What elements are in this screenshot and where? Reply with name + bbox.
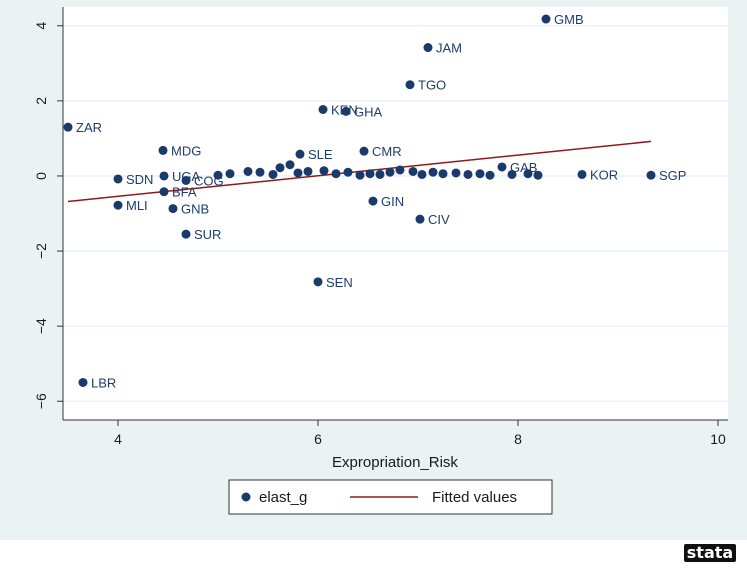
point-label-gin: GIN [381, 194, 404, 209]
point-label-bfa: BFA [172, 185, 197, 200]
point-label-kor: KOR [590, 167, 618, 182]
point-label-cmr: CMR [372, 144, 402, 159]
point-39 [395, 165, 405, 175]
stata-logo: stata [684, 543, 736, 562]
point-gha [341, 106, 351, 116]
point-gin [368, 196, 378, 206]
x-tick-label-1: 6 [314, 431, 322, 447]
plot-area [63, 7, 728, 420]
point-35 [355, 170, 365, 180]
legend-marker-elast-g [241, 492, 251, 502]
point-25 [243, 166, 253, 176]
point-label-gmb: GMB [554, 12, 584, 27]
point-label-sgp: SGP [659, 168, 686, 183]
point-label-gnb: GNB [181, 202, 209, 217]
x-axis-title: Expropriation_Risk [332, 454, 458, 471]
point-zar [63, 122, 73, 132]
y-tick-label-3: 0 [33, 172, 49, 180]
point-48 [507, 169, 517, 179]
point-44 [451, 168, 461, 178]
point-42 [428, 167, 438, 177]
point-label-tgo: TGO [418, 78, 446, 93]
point-cog [181, 175, 191, 185]
point-kor [577, 169, 587, 179]
scatter-points: GMBJAMTGOKENGHAZARMDGSLECMRGABKORSGPSDNU… [63, 12, 686, 390]
point-mdg [158, 145, 168, 155]
point-label-zar: ZAR [76, 120, 102, 135]
y-tick-label-5: 4 [33, 22, 49, 30]
stata-logo-bg [684, 544, 736, 562]
point-label-mli: MLI [126, 198, 148, 213]
point-40 [408, 166, 418, 176]
point-gmb [541, 14, 551, 24]
point-sgp [646, 170, 656, 180]
point-29 [285, 160, 295, 170]
point-jam [423, 43, 433, 53]
point-label-sle: SLE [308, 147, 333, 162]
y-tick-label-4: 2 [33, 97, 49, 105]
y-tick-label-1: −4 [33, 318, 49, 334]
point-45 [463, 169, 473, 179]
point-sdn [113, 174, 123, 184]
x-tick-label-2: 8 [514, 431, 522, 447]
point-bfa [159, 187, 169, 197]
y-tick-label-0: −6 [33, 393, 49, 409]
point-ken [318, 104, 328, 114]
point-28 [275, 163, 285, 173]
point-gab [497, 162, 507, 172]
point-sle [295, 149, 305, 159]
point-sur [181, 229, 191, 239]
stata-logo-text: stata [687, 543, 733, 562]
point-37 [375, 169, 385, 179]
point-33 [331, 169, 341, 179]
point-24 [225, 169, 235, 179]
point-label-mdg: MDG [171, 143, 201, 158]
point-label-lbr: LBR [91, 375, 116, 390]
point-36 [365, 169, 375, 179]
point-30 [293, 168, 303, 178]
point-label-sur: SUR [194, 227, 221, 242]
grid-lines [63, 25, 728, 402]
point-civ [415, 214, 425, 224]
point-38 [385, 167, 395, 177]
point-31 [303, 166, 313, 176]
point-cmr [359, 146, 369, 156]
point-43 [438, 169, 448, 179]
point-23 [213, 170, 223, 180]
point-41 [417, 169, 427, 179]
point-34 [343, 167, 353, 177]
point-27 [268, 169, 278, 179]
point-47 [485, 170, 495, 180]
point-label-sdn: SDN [126, 172, 153, 187]
point-32 [319, 166, 329, 176]
x-tick-label-3: 10 [710, 431, 726, 447]
point-gnb [168, 204, 178, 214]
point-label-sen: SEN [326, 275, 353, 290]
point-label-jam: JAM [436, 41, 462, 56]
point-26 [255, 167, 265, 177]
point-50 [533, 170, 543, 180]
axes: 4 6 8 10 −6 −4 −2 0 2 4 [33, 7, 728, 447]
legend-label-elast-g: elast_g [259, 489, 307, 506]
point-uga [159, 171, 169, 181]
legend: elast_g Fitted values [228, 479, 553, 515]
point-label-civ: CIV [428, 212, 450, 227]
point-mli [113, 200, 123, 210]
legend-label-fitted: Fitted values [432, 489, 517, 506]
x-tick-label-0: 4 [114, 431, 122, 447]
point-46 [475, 169, 485, 179]
point-sen [313, 277, 323, 287]
point-lbr [78, 377, 88, 387]
point-tgo [405, 80, 415, 90]
point-label-gha: GHA [354, 104, 383, 119]
point-49 [523, 169, 533, 179]
y-tick-label-2: −2 [33, 243, 49, 259]
